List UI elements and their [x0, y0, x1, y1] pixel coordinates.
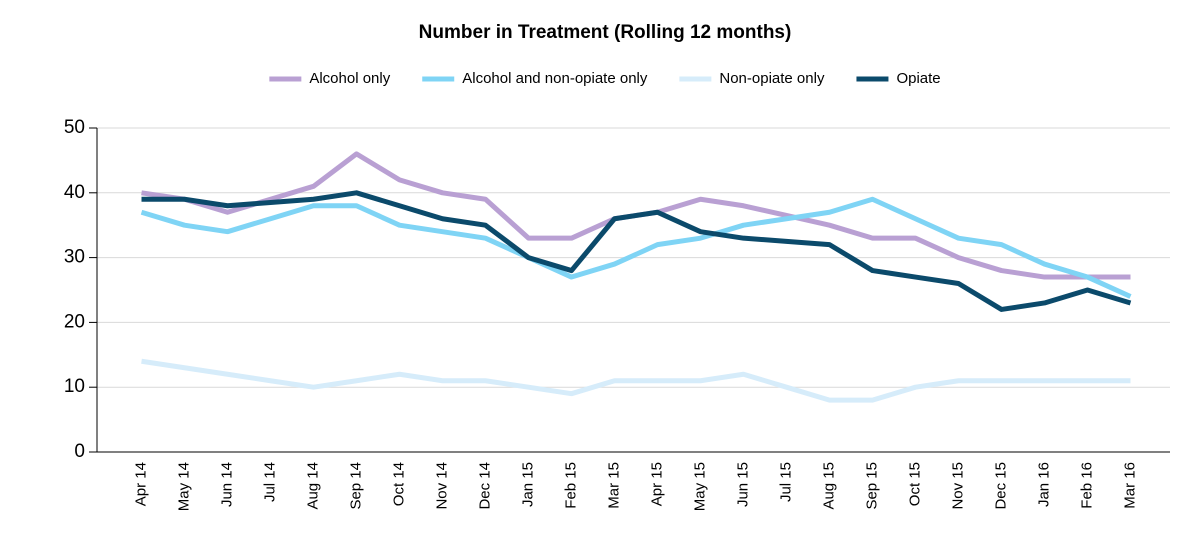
x-tick-label: Oct 14	[390, 462, 407, 506]
x-tick-label: Dec 14	[476, 462, 493, 510]
series-line	[140, 196, 1132, 299]
legend: Alcohol only Alcohol and non-opiate only N…	[269, 70, 941, 87]
x-tick-label: May 14	[175, 462, 192, 511]
y-tick-label: 20	[64, 311, 85, 332]
x-tick-label: Jun 15	[734, 462, 751, 507]
y-tick-label: 40	[64, 182, 85, 203]
x-tick-label: Apr 15	[648, 462, 665, 506]
x-tick-label: Jul 14	[261, 462, 278, 502]
x-tick-label: Oct 15	[906, 462, 923, 506]
series-line	[141, 190, 1132, 312]
legend-label: Alcohol and non-opiate only	[462, 70, 648, 87]
y-tick-label: 50	[64, 117, 85, 138]
x-tick-label: Mar 16	[1121, 462, 1138, 509]
x-tick-label: Aug 15	[820, 462, 837, 510]
x-tick-label: Jun 14	[218, 462, 235, 507]
x-tick-label: Jul 15	[777, 462, 794, 502]
x-tick-label: Nov 14	[433, 462, 450, 510]
x-tick-label: Aug 14	[304, 462, 321, 510]
x-tick-label: Jan 16	[1035, 462, 1052, 507]
x-tick-label: Feb 15	[562, 462, 579, 509]
chart-title: Number in Treatment (Rolling 12 months)	[419, 22, 792, 43]
x-tick-label: May 15	[691, 462, 708, 511]
x-tick-label: Sep 14	[347, 462, 364, 510]
legend-label: Alcohol only	[309, 70, 390, 87]
x-tick-label: Mar 15	[605, 462, 622, 509]
x-tick-label: Dec 15	[992, 462, 1009, 510]
x-tick-label: Jan 15	[519, 462, 536, 507]
x-tick-label: Apr 14	[132, 462, 149, 506]
series-line	[141, 358, 1131, 403]
x-tick-label: Nov 15	[949, 462, 966, 510]
y-tick-label: 0	[74, 441, 85, 462]
y-tick-label: 30	[64, 247, 85, 268]
y-tick-label: 10	[64, 376, 85, 397]
legend-label: Opiate	[896, 70, 940, 87]
x-tick-label: Feb 16	[1078, 462, 1095, 509]
x-tick-label: Sep 15	[863, 462, 880, 510]
legend-label: Non-opiate only	[719, 70, 825, 87]
